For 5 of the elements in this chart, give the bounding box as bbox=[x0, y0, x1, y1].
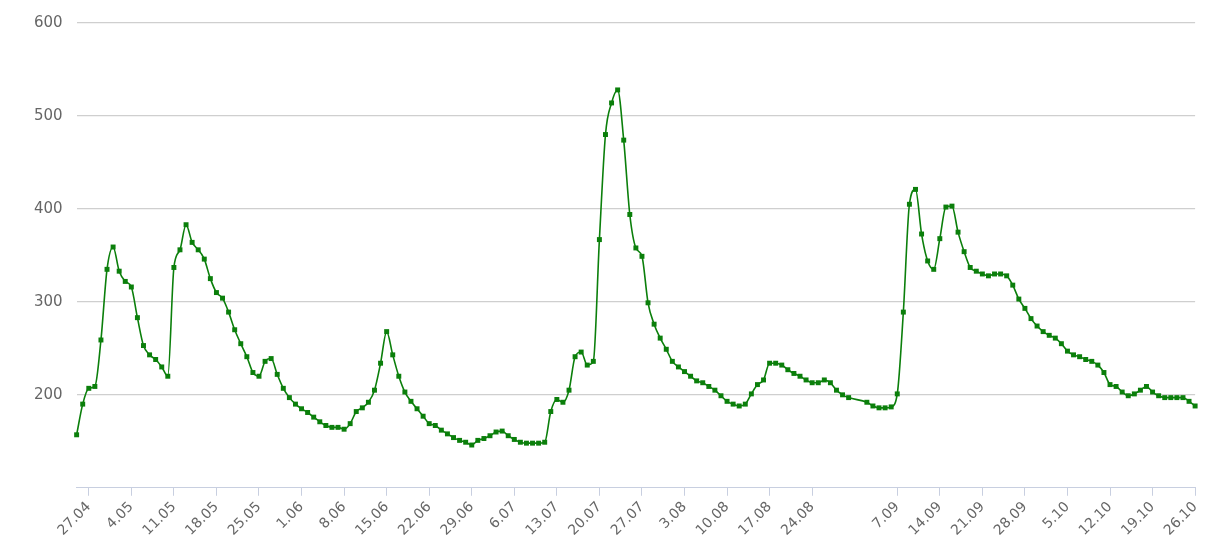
y-tick-label: 400 bbox=[33, 198, 63, 217]
y-tick-label: 200 bbox=[33, 384, 63, 403]
y-tick-label: 300 bbox=[33, 291, 63, 310]
y-tick-label: 600 bbox=[33, 12, 63, 31]
y-tick-label: 500 bbox=[33, 105, 63, 124]
